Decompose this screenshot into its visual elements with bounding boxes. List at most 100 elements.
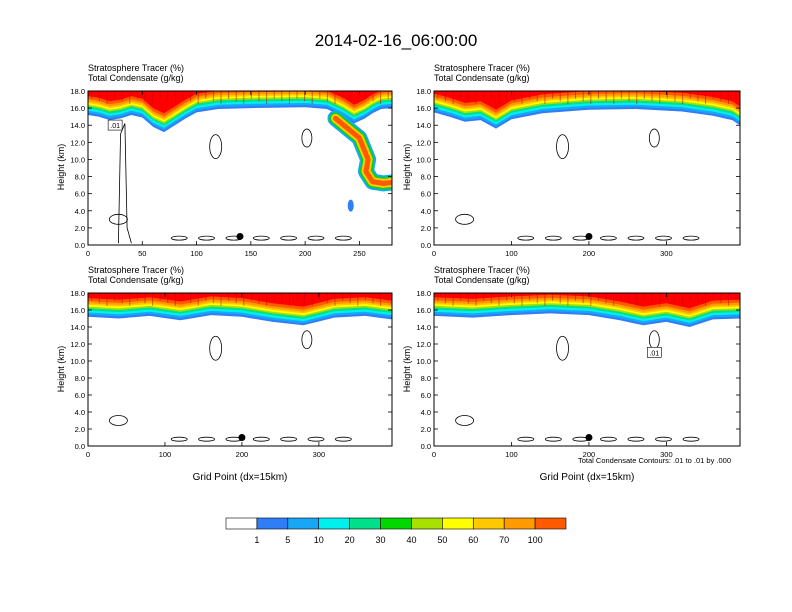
condensate-contour [682,436,700,442]
colorbar-label: 100 [527,535,543,545]
condensate-contour [170,436,188,442]
y-tick-label: 2.0 [421,425,431,434]
panel-subtitle-condensate: Total Condensate (g/kg) [88,275,184,285]
condensate-contour [118,123,132,244]
condensate-contour [600,235,617,241]
tracer-band-9 [88,293,392,307]
condensate-contour [301,330,313,350]
panel-nw-se: .01 0.0 2.0 4.0 6.0 8.0 10.0 12.0 14.0 16.0 18.0 0 1… [416,289,741,459]
panel-plot-area [434,91,740,241]
condensate-contour [334,235,352,241]
y-tick-label: 16.0 [70,104,85,113]
location-marker [585,434,593,441]
condensate-contour [109,415,128,426]
condensate-contour [198,235,215,241]
colorbar-label: 70 [499,535,510,545]
y-tick-label: 8.0 [75,374,85,383]
x-tick-label: 150 [245,249,258,258]
condensate-contour [627,436,645,442]
y-tick-label: 14.0 [416,323,431,332]
colorbar-swatch [380,517,412,530]
y-tick-label: 0.0 [75,241,85,250]
x-tick-label: 100 [505,450,518,459]
panel-subtitle-tracer: Stratosphere Tracer (%) [88,265,185,275]
y-tick-label: 10.0 [70,155,85,164]
y-tick-label: 2.0 [75,224,85,233]
condensate-contour [648,128,660,148]
contour-label: .01 [649,350,659,357]
x-tick-label: 250 [353,249,366,258]
condensate-contour [648,330,660,350]
condensate-contour [655,436,672,442]
colorbar-label: 10 [313,535,324,545]
x-tick-label: 300 [660,249,673,258]
location-marker [238,434,246,441]
panel-subtitle-tracer: Stratosphere Tracer (%) [88,63,185,73]
condensate-contour [556,134,569,160]
tracer-band-9 [434,91,740,110]
colorbar-swatch [442,517,474,530]
contour-label-box [107,119,123,131]
colorbar-swatch [287,517,320,530]
colorbar-label: 5 [285,535,291,545]
colorbar-swatch [411,517,443,530]
y-tick-label: 16.0 [416,104,431,113]
y-tick-label: 6.0 [421,190,431,199]
x-tick-label: 200 [583,249,596,258]
panel-sw-ne: 0.0 2.0 4.0 6.0 8.0 10.0 12.0 14.0 16.0 18.0 0 100 2… [416,87,741,258]
plot-frame [87,292,393,447]
plot-frame [433,90,741,246]
panel-south-north: .01 0.0 2.0 4.0 6.0 8.0 10.0 12.0 14.0 16.0 18.0 0 5… [70,87,393,258]
condensate-contour [517,436,535,442]
tracer-band-9 [434,293,740,309]
x-tick-label: 200 [583,450,596,459]
colorbar-swatch [472,517,505,530]
x-axis-title: Grid Point (dx=15km) [539,472,635,483]
y-tick-label: 14.0 [70,121,85,130]
y-tick-label: 4.0 [75,408,85,417]
y-tick-label: 2.0 [75,425,85,434]
condensate-contour [544,235,562,241]
condensate-contour [252,235,270,241]
condensate-contour [655,235,672,241]
condensate-contour [170,235,188,241]
condensate-contour [556,335,569,361]
condensate-contour [544,436,562,442]
y-tick-label: 6.0 [421,391,431,400]
location-marker [236,232,244,240]
condensate-contour [252,436,270,442]
colorbar-label: 20 [344,535,355,545]
condensate-contour [198,436,215,442]
colorbar-swatch [256,517,289,530]
colorbar-swatch [349,517,381,530]
y-tick-label: 16.0 [70,306,85,315]
y-tick-label: 18.0 [70,87,85,96]
panel-plot-area [88,293,392,442]
y-tick-label: 6.0 [75,190,85,199]
y-tick-label: 16.0 [416,306,431,315]
colorbar-label: 50 [437,535,448,545]
panel-subtitle-condensate: Total Condensate (g/kg) [88,73,184,83]
y-tick-label: 12.0 [70,138,85,147]
colorbar-swatch [225,517,258,530]
y-tick-label: 0.0 [421,442,431,451]
colorbar-swatch [534,517,567,530]
y-tick-label: 12.0 [416,138,431,147]
y-tick-label: 10.0 [416,357,431,366]
tracer-blob [347,199,354,212]
colorbar-swatch [503,517,536,530]
y-tick-label: 4.0 [75,207,85,216]
page-title: 2014-02-16_06:00:00 [314,31,478,50]
contour-label-box [647,347,662,358]
x-tick-label: 300 [660,450,673,459]
condensate-contour [455,213,475,225]
condensate-contour [109,213,128,225]
colorbar [225,517,567,530]
y-tick-label: 10.0 [416,155,431,164]
colorbar-label: 1 [254,535,260,545]
condensate-contour [600,436,617,442]
plot-frame [433,292,741,447]
y-tick-label: 2.0 [421,224,431,233]
y-tick-label: 18.0 [416,289,431,298]
